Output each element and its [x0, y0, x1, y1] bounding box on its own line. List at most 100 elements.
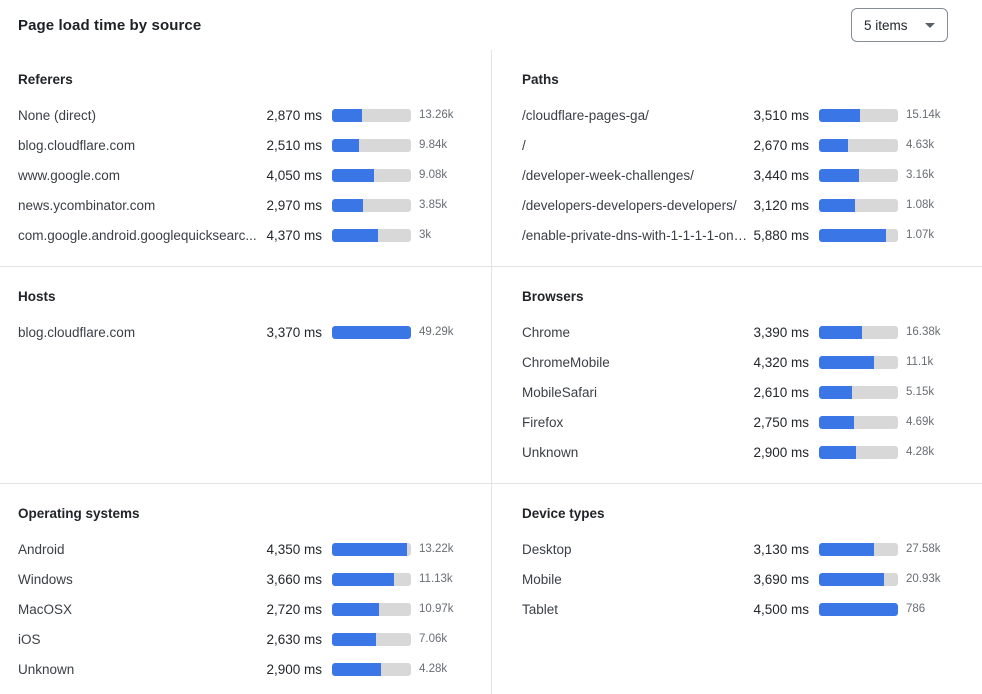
row-label: /developer-week-challenges/: [522, 167, 694, 183]
row-label: Android: [18, 541, 65, 557]
stat-row: Unknown 2,900 ms 4.28k: [18, 654, 473, 684]
bar-fill: [819, 325, 863, 339]
bar-track: [332, 108, 411, 122]
row-ms-value: 3,130 ms: [753, 541, 809, 557]
row-count: 4.28k: [419, 663, 448, 675]
bar-fill: [332, 632, 377, 646]
bar-fill: [332, 325, 411, 339]
panel-paths: Paths /cloudflare-pages-ga/3,510 ms 15.14…: [491, 50, 982, 266]
row-count: 13.22k: [419, 543, 454, 555]
bar-track: [819, 198, 898, 212]
row-ms-value: 2,750 ms: [753, 414, 809, 430]
row-ms-value: 2,670 ms: [753, 137, 809, 153]
bar-track: [819, 228, 898, 242]
bar-track: [332, 602, 411, 616]
bar-fill: [332, 572, 394, 586]
panel-title: Hosts: [18, 289, 56, 304]
row-ms-value: 4,370 ms: [266, 227, 322, 243]
row-ms-value: 3,690 ms: [753, 571, 809, 587]
bar-track: [819, 572, 898, 586]
stat-row: MobileSafari 2,610 ms 5.15k: [522, 377, 960, 407]
row-ms-value: 3,370 ms: [266, 324, 322, 340]
bar-fill: [819, 572, 884, 586]
row-label: Mobile: [522, 571, 562, 587]
items-count-select-value: 5 items: [864, 17, 908, 33]
stat-row: com.google.android.googlequicksearc... 4,…: [18, 220, 473, 250]
panel-rows: None (direct) 2,870 ms 13.26k blog.cloudfla…: [18, 100, 473, 250]
bar-track: [332, 632, 411, 646]
bar-fill: [819, 138, 849, 152]
panel-device-types: Device types Desktop 3,130 ms 27.58k Mobile…: [491, 483, 982, 694]
panel-rows: Desktop 3,130 ms 27.58k Mobile 3,690 ms 20.93…: [522, 534, 960, 624]
row-label: /cloudflare-pages-ga/: [522, 107, 649, 123]
row-ms-value: 3,660 ms: [266, 571, 322, 587]
row-count: 3.85k: [419, 199, 448, 211]
stat-row: Mobile 3,690 ms 20.93k: [522, 564, 960, 594]
row-count: 1.07k: [906, 229, 935, 241]
row-count: 7.06k: [419, 633, 448, 645]
panel-rows: Android 4,350 ms 13.22k Windows 3,660 ms 11.1…: [18, 534, 473, 684]
row-ms-value: 4,350 ms: [266, 541, 322, 557]
row-ms-value: 5,880 ms: [753, 227, 809, 243]
row-count: 4.63k: [906, 139, 935, 151]
row-label: www.google.com: [18, 167, 121, 183]
bar-fill: [332, 168, 374, 182]
items-count-select[interactable]: 5 items: [851, 8, 948, 42]
row-ms-value: 2,900 ms: [753, 444, 809, 460]
bar-fill: [332, 138, 359, 152]
row-label: Tablet: [522, 601, 559, 617]
stat-row: Firefox 2,750 ms 4.69k: [522, 407, 960, 437]
panel-title: Operating systems: [18, 506, 140, 521]
stat-row: www.google.com 4,050 ms 9.08k: [18, 160, 473, 190]
bar-fill: [819, 168, 860, 182]
header: Page load time by source 5 items: [0, 0, 982, 50]
stat-row: Desktop 3,130 ms 27.58k: [522, 534, 960, 564]
row-ms-value: 3,510 ms: [753, 107, 809, 123]
row-count: 11.1k: [906, 356, 934, 368]
panel-operating-systems: Operating systems Android 4,350 ms 13.22k W…: [0, 483, 491, 694]
row-ms-value: 3,440 ms: [753, 167, 809, 183]
bar-track: [819, 325, 898, 339]
stat-row: /enable-private-dns-with-1-1-1-1-on-... 5…: [522, 220, 960, 250]
bar-track: [819, 602, 898, 616]
row-label: Windows: [18, 571, 73, 587]
bar-track: [332, 168, 411, 182]
bar-track: [819, 542, 898, 556]
row-label: news.ycombinator.com: [18, 197, 156, 213]
bar-fill: [332, 542, 408, 556]
row-label: /enable-private-dns-with-1-1-1-1-on-...: [522, 227, 750, 243]
row-ms-value: 2,630 ms: [266, 631, 322, 647]
bar-track: [819, 138, 898, 152]
bar-fill: [332, 198, 363, 212]
row-count: 1.08k: [906, 199, 935, 211]
bar-track: [332, 325, 411, 339]
bar-fill: [819, 415, 854, 429]
panel-rows: blog.cloudflare.com 3,370 ms 49.29k: [18, 317, 473, 347]
panel-title: Device types: [522, 506, 605, 521]
row-ms-value: 2,900 ms: [266, 661, 322, 677]
bar-track: [819, 385, 898, 399]
row-count: 11.13k: [419, 573, 453, 585]
row-count: 9.84k: [419, 139, 448, 151]
row-label: MobileSafari: [522, 384, 598, 400]
stat-row: / 2,670 ms 4.63k: [522, 130, 960, 160]
bar-track: [332, 198, 411, 212]
row-label: Firefox: [522, 414, 564, 430]
row-ms-value: 4,320 ms: [753, 354, 809, 370]
stat-row: iOS 2,630 ms 7.06k: [18, 624, 473, 654]
panel-rows: Chrome 3,390 ms 16.38k ChromeMobile 4,320 ms…: [522, 317, 960, 467]
row-count: 13.26k: [419, 109, 454, 121]
row-ms-value: 2,970 ms: [266, 197, 322, 213]
row-ms-value: 4,050 ms: [266, 167, 322, 183]
row-ms-value: 3,120 ms: [753, 197, 809, 213]
bar-track: [819, 445, 898, 459]
bar-track: [332, 572, 411, 586]
row-label: /: [522, 137, 526, 153]
row-count: 3.16k: [906, 169, 935, 181]
stat-row: None (direct) 2,870 ms 13.26k: [18, 100, 473, 130]
bar-track: [819, 108, 898, 122]
row-label: ChromeMobile: [522, 354, 610, 370]
row-label: blog.cloudflare.com: [18, 137, 136, 153]
row-label: Unknown: [18, 661, 75, 677]
stat-row: news.ycombinator.com 2,970 ms 3.85k: [18, 190, 473, 220]
